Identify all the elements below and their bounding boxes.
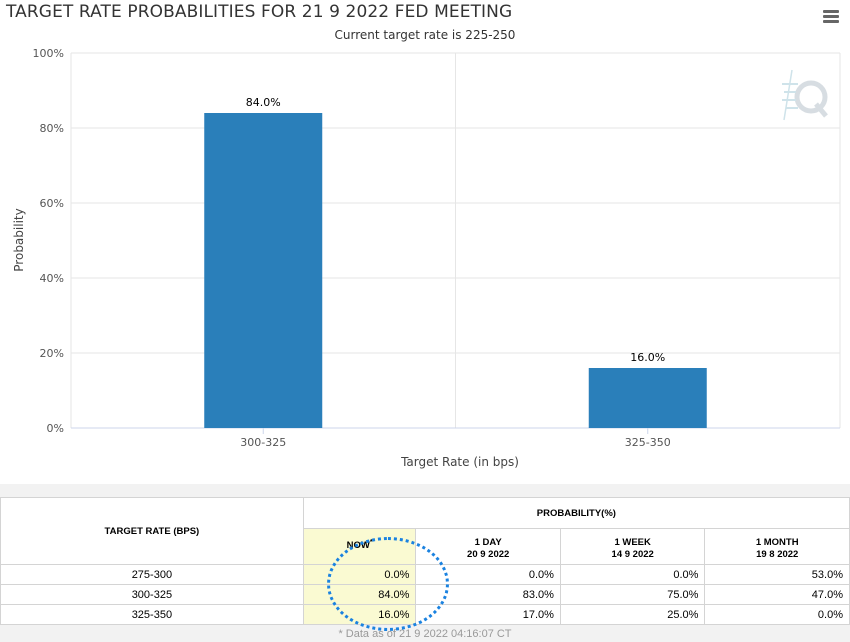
- now-cell: 0.0%: [302, 564, 417, 585]
- bar-300-325[interactable]: [204, 113, 323, 428]
- day-cell: 0.0%: [415, 564, 561, 585]
- x-tick-label: 325-350: [625, 436, 671, 449]
- y-axis-title: Probability: [12, 208, 26, 271]
- day-cell: 83.0%: [415, 584, 561, 605]
- x-axis-title: Target Rate (in bps): [400, 455, 519, 469]
- labels: 0% 20% 40% 60% 80% 100% 84.0% 300-325 16.0% 325-3…: [33, 47, 671, 449]
- cme-fedwatch-q-logo-icon: [782, 69, 828, 121]
- data-label: 16.0%: [630, 351, 665, 364]
- week-cell: 0.0%: [559, 564, 706, 585]
- rate-cell: 275-300: [0, 564, 304, 585]
- probability-table: TARGET RATE (BPS) PROBABILITY(%) NOW* 1 …: [0, 497, 850, 625]
- y-tick-label: 60%: [40, 197, 64, 210]
- table-row: 300-325 84.0% 83.0% 75.0% 47.0%: [0, 584, 850, 605]
- rate-cell: 300-325: [0, 584, 304, 605]
- bars: [204, 113, 707, 428]
- y-tick-label: 20%: [40, 347, 64, 360]
- col-header-now: NOW*: [302, 528, 417, 565]
- grid-lines: [70, 52, 841, 434]
- col-header-1-day: 1 DAY 20 9 2022: [415, 528, 561, 565]
- bar-325-350[interactable]: [588, 368, 707, 428]
- col-header-1-month: 1 MONTH 19 8 2022: [704, 528, 850, 565]
- rate-cell: 325-350: [0, 604, 304, 625]
- bar-chart: 0% 20% 40% 60% 80% 100% 84.0% 300-325 16.0% 325-3…: [12, 47, 841, 469]
- week-cell: 75.0%: [559, 584, 706, 605]
- target-rate-header: TARGET RATE (BPS): [0, 497, 304, 565]
- month-cell: 53.0%: [704, 564, 850, 585]
- hamburger-menu-icon[interactable]: [823, 10, 839, 24]
- now-cell: 16.0%: [302, 604, 417, 625]
- col-header-1-week: 1 WEEK 14 9 2022: [559, 528, 706, 565]
- now-cell: 84.0%: [302, 584, 417, 605]
- y-tick-label: 80%: [40, 122, 64, 135]
- x-tick-label: 300-325: [240, 436, 286, 449]
- probability-header: PROBABILITY(%): [302, 497, 850, 529]
- day-cell: 17.0%: [415, 604, 561, 625]
- y-tick-label: 40%: [40, 272, 64, 285]
- week-cell: 25.0%: [559, 604, 706, 625]
- month-cell: 47.0%: [704, 584, 850, 605]
- chart-title: TARGET RATE PROBABILITIES FOR 21 9 2022 …: [6, 2, 513, 22]
- month-cell: 0.0%: [704, 604, 850, 625]
- y-tick-label: 100%: [33, 47, 64, 60]
- table-row: 275-300 0.0% 0.0% 0.0% 53.0%: [0, 564, 850, 585]
- chart-subtitle: Current target rate is 225-250: [334, 28, 516, 42]
- data-timestamp-footnote: * Data as of 21 9 2022 04:16:07 CT: [338, 628, 512, 640]
- y-tick-label: 0%: [47, 422, 64, 435]
- probability-table-section: TARGET RATE (BPS) PROBABILITY(%) NOW* 1 …: [0, 484, 850, 642]
- data-label: 84.0%: [246, 96, 281, 109]
- table-row: 325-350 16.0% 17.0% 25.0% 0.0%: [0, 604, 850, 625]
